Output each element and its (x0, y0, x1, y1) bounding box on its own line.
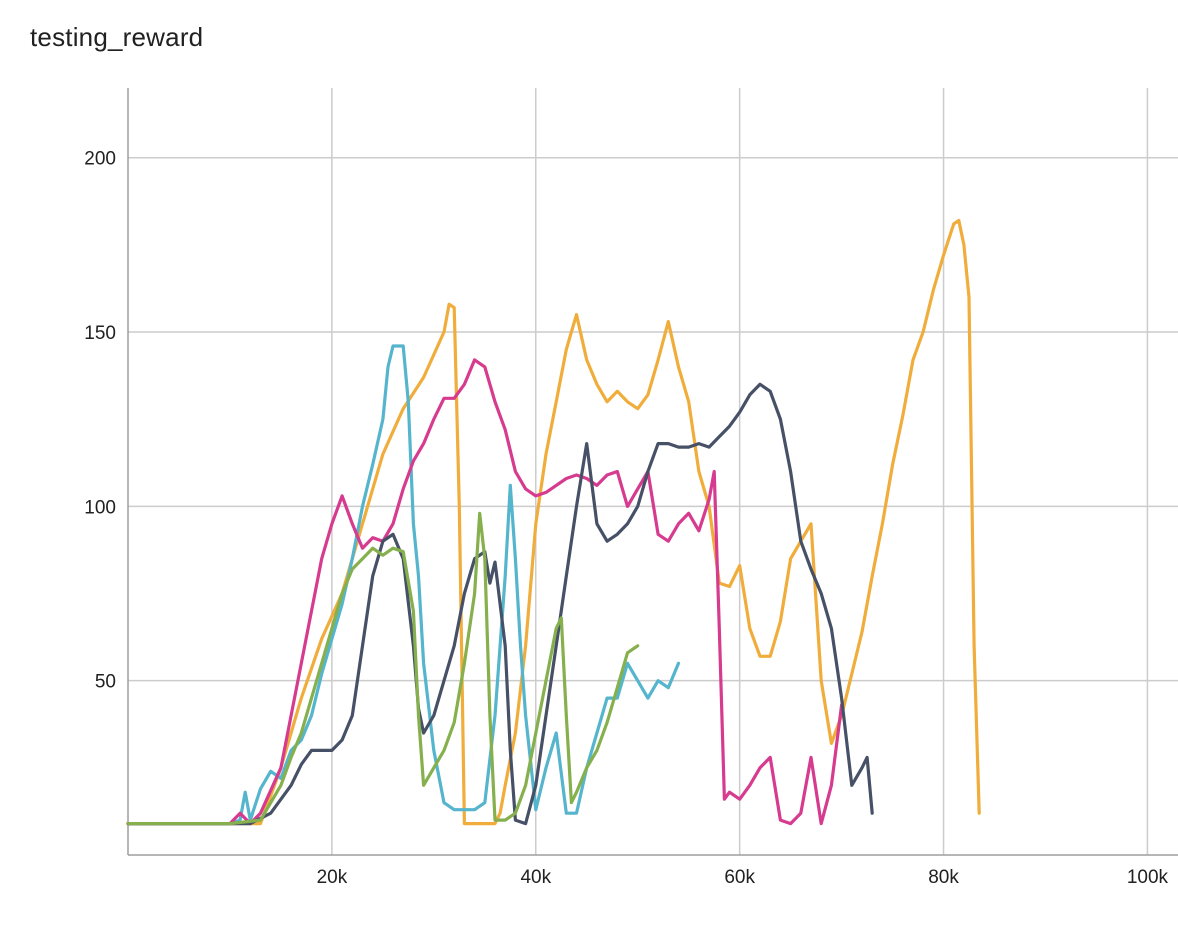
grid (128, 88, 1178, 855)
y-tick-label: 50 (95, 672, 116, 693)
tick-labels: 20k 40k 60k 80k 100k 50 100 150 200 (84, 149, 1168, 888)
y-tick-label: 100 (84, 497, 116, 518)
y-tick-label: 200 (84, 149, 116, 170)
x-tick-label: 20k (317, 867, 348, 888)
series-line-5 (126, 511, 640, 826)
chart-title: testing_reward (30, 22, 204, 52)
series-line-2 (126, 344, 681, 826)
series-line-4 (126, 382, 874, 826)
x-tick-label: 60k (724, 867, 755, 888)
x-tick-label: 80k (928, 867, 959, 888)
x-tick-label: 100k (1127, 867, 1169, 888)
series-line-1 (126, 218, 981, 826)
series-line-3 (126, 358, 844, 826)
series-group (126, 218, 981, 826)
axes (127, 88, 1178, 856)
x-tick-label: 40k (520, 867, 551, 888)
y-tick-label: 150 (84, 323, 116, 344)
